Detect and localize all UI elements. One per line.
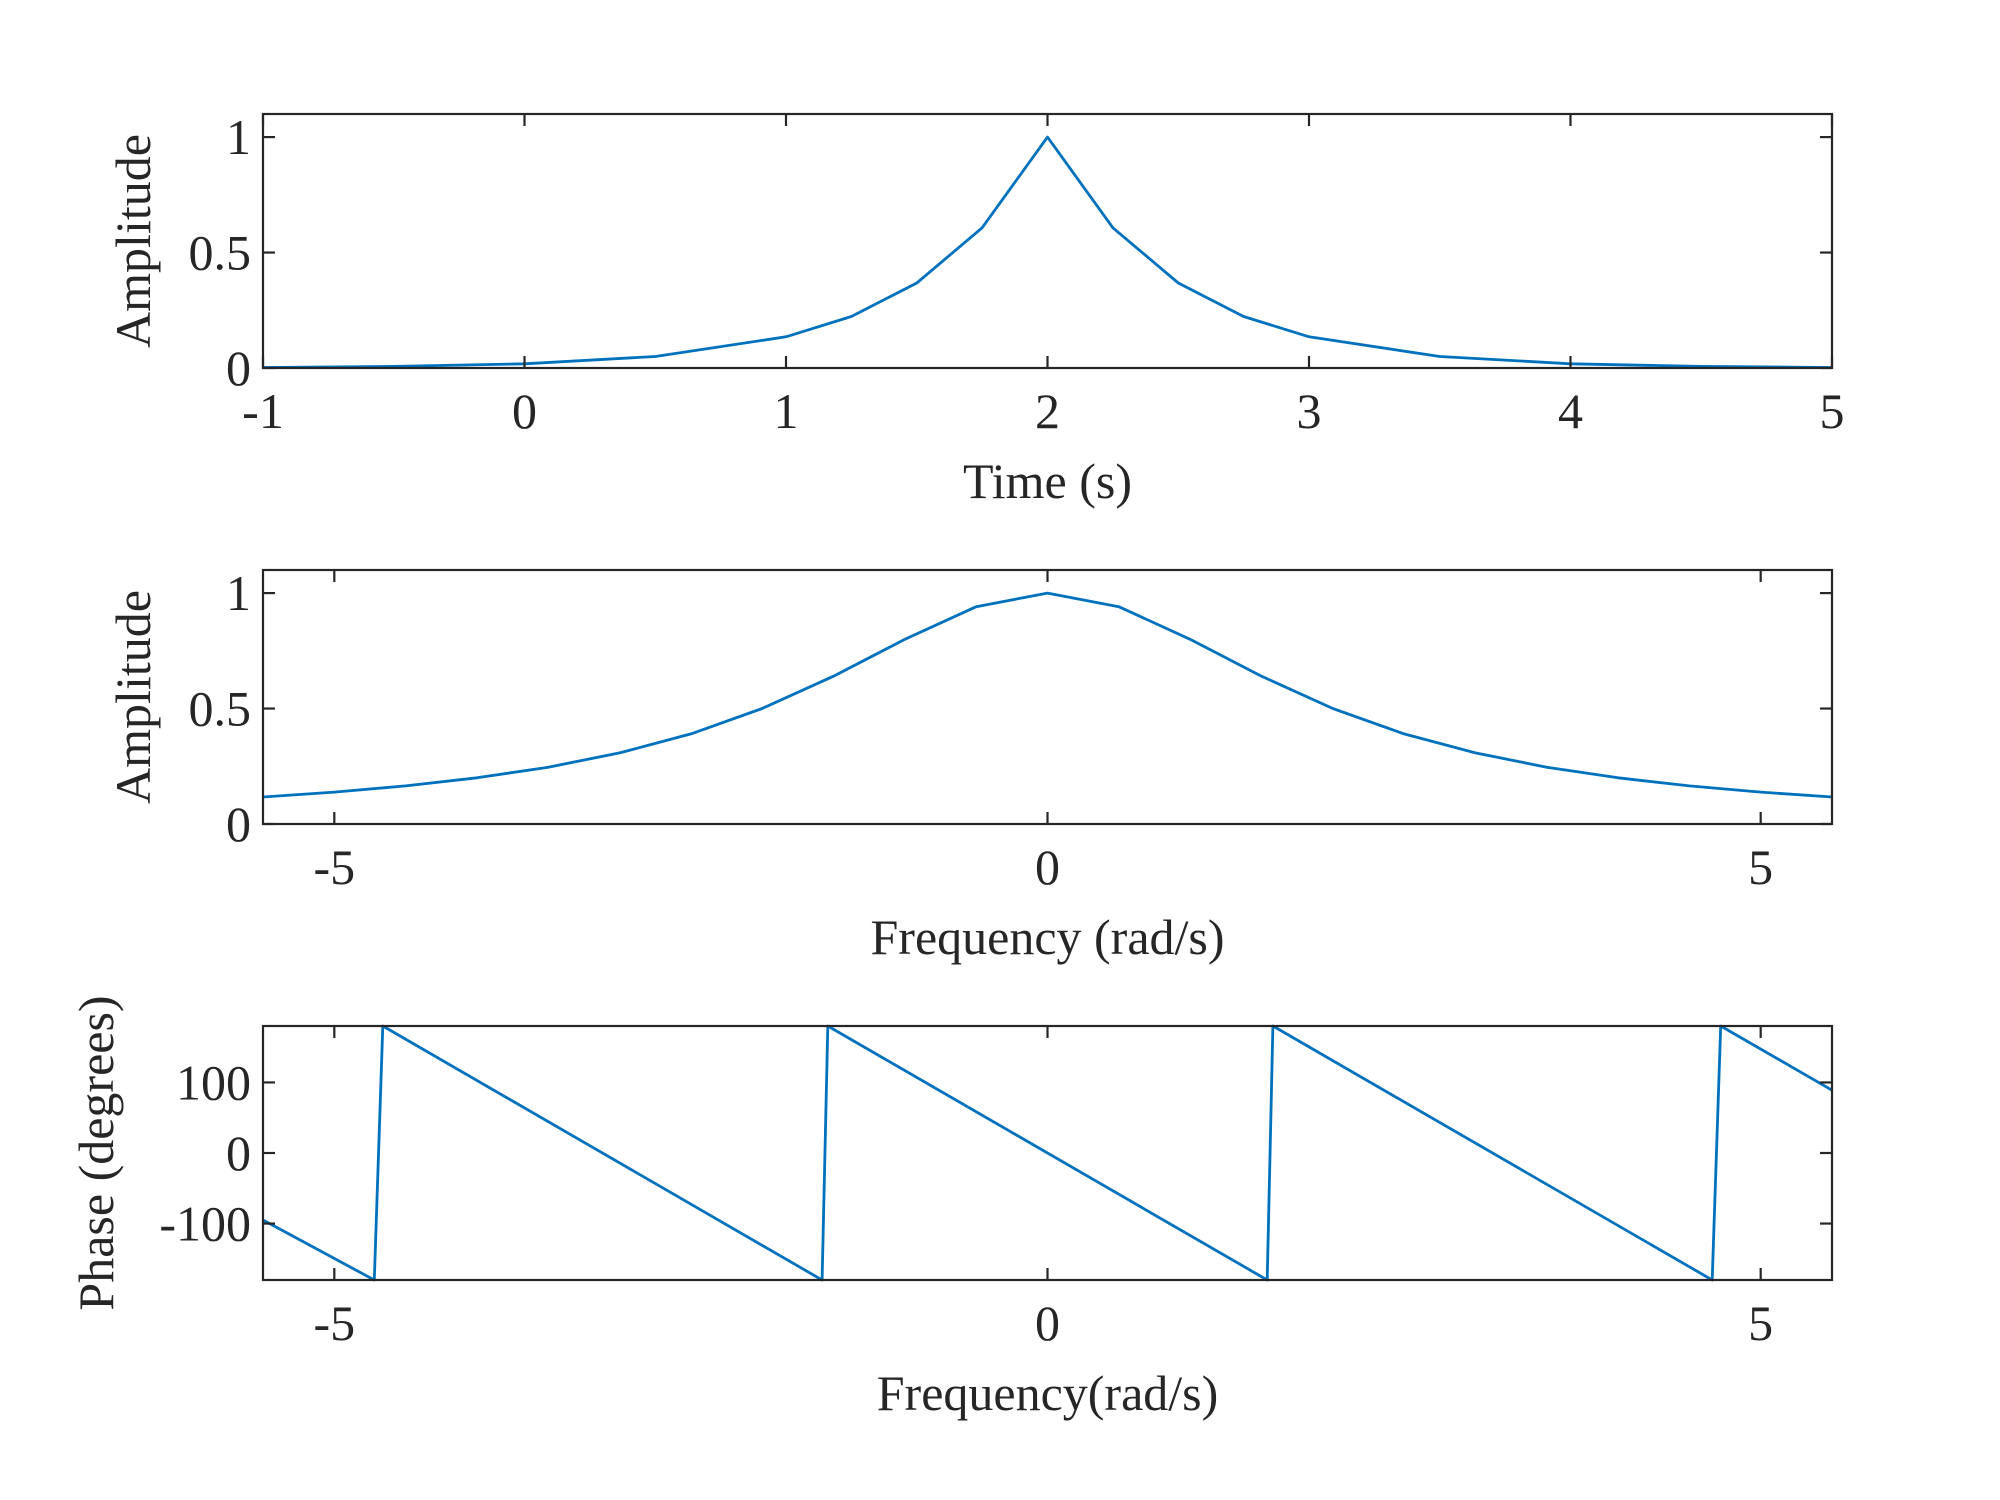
axes-frame — [261, 112, 1834, 370]
x-tick-label: 3 — [1297, 383, 1322, 439]
y-axis-label: Phase (degrees) — [68, 995, 124, 1310]
x-tick-label: 5 — [1820, 383, 1845, 439]
x-tick-label: 0 — [1035, 839, 1060, 895]
x-axis-label: Frequency(rad/s) — [877, 1365, 1219, 1421]
y-tick-label: 0 — [226, 340, 251, 396]
y-tick-label: 1 — [226, 109, 251, 165]
x-axis-label: Frequency (rad/s) — [870, 909, 1224, 965]
y-tick-label: 0.5 — [189, 225, 252, 281]
subplot-frequency-phase: -5 0 5 -100 0 100 Frequency(rad/s) Phase (degre… — [68, 995, 1834, 1421]
y-axis-label: Amplitude — [105, 590, 161, 804]
x-tick-label: 1 — [774, 383, 799, 439]
y-tick-label: 0.5 — [189, 681, 252, 737]
series-line — [262, 135, 1833, 369]
series-line — [262, 1024, 1833, 1282]
x-tick-label: 2 — [1035, 383, 1060, 439]
x-tick-label: -1 — [242, 383, 284, 439]
x-tick-label: 4 — [1558, 383, 1583, 439]
y-tick-label: 0 — [226, 796, 251, 852]
axes-frame — [261, 568, 1834, 826]
x-tick-label: 5 — [1748, 1295, 1773, 1351]
x-tick-label: -5 — [313, 839, 355, 895]
y-tick-label: 0 — [226, 1125, 251, 1181]
y-tick-label: -100 — [159, 1196, 251, 1252]
x-tick-label: 0 — [512, 383, 537, 439]
x-tick-label: 0 — [1035, 1295, 1060, 1351]
y-tick-label: 100 — [176, 1054, 251, 1110]
x-tick-label: -5 — [313, 1295, 355, 1351]
y-tick-label: 1 — [226, 565, 251, 621]
series-line — [262, 591, 1833, 799]
y-axis-label: Amplitude — [105, 134, 161, 348]
x-tick-label: 5 — [1748, 839, 1773, 895]
subplot-frequency-amplitude: -5 0 5 0 0.5 1 Frequency (rad/s) Amplitude — [105, 565, 1834, 965]
x-axis-label: Time (s) — [963, 453, 1132, 509]
